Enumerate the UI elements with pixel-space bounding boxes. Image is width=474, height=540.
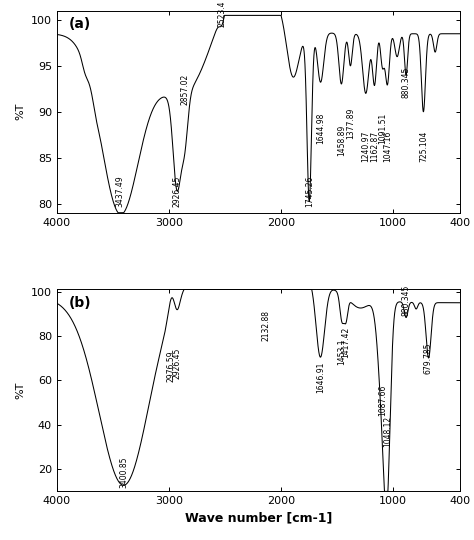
Text: 3400.85: 3400.85 <box>119 457 128 488</box>
Text: (b): (b) <box>69 295 91 309</box>
Text: 1646.91: 1646.91 <box>316 361 325 393</box>
Text: 1453.1: 1453.1 <box>337 339 346 365</box>
Text: 1047.16: 1047.16 <box>383 131 392 162</box>
Text: 2976.59: 2976.59 <box>167 350 176 382</box>
Text: 2926.45: 2926.45 <box>173 176 182 207</box>
Text: 1087.66: 1087.66 <box>378 384 387 416</box>
Text: 1048.12: 1048.12 <box>383 416 392 447</box>
Text: 2926.45: 2926.45 <box>173 348 182 379</box>
Text: 1644.98: 1644.98 <box>316 112 325 144</box>
Y-axis label: %T: %T <box>16 382 26 399</box>
Text: 880.345: 880.345 <box>401 66 410 98</box>
Text: 1417.42: 1417.42 <box>341 327 350 358</box>
Text: 2523.4: 2523.4 <box>218 1 227 28</box>
Text: 3437.49: 3437.49 <box>115 176 124 207</box>
Text: 2857.02: 2857.02 <box>180 74 189 105</box>
Text: (a): (a) <box>69 17 91 31</box>
Text: 1091.51: 1091.51 <box>378 113 387 144</box>
Text: 1745.26: 1745.26 <box>305 176 314 207</box>
Text: 1377.89: 1377.89 <box>346 108 355 139</box>
Y-axis label: %T: %T <box>16 103 26 120</box>
Text: 2132.88: 2132.88 <box>261 309 270 341</box>
Text: 1162.87: 1162.87 <box>370 131 379 162</box>
Text: 679.785: 679.785 <box>424 342 433 374</box>
Text: 880.345: 880.345 <box>401 285 410 316</box>
X-axis label: Wave number [cm-1]: Wave number [cm-1] <box>185 512 332 525</box>
Text: 1458.89: 1458.89 <box>337 125 346 156</box>
Text: 1240.97: 1240.97 <box>361 131 370 162</box>
Text: 725.104: 725.104 <box>419 131 428 162</box>
